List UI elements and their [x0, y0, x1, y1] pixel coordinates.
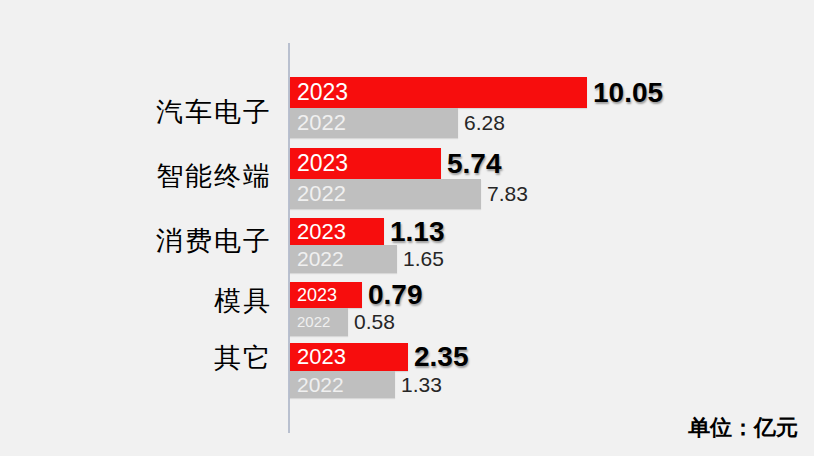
bar-year-label: 2023	[290, 218, 384, 245]
bar-year-label: 2022	[290, 371, 395, 398]
bar-2023-模具: 2023	[290, 282, 362, 308]
category-label: 模具	[20, 283, 272, 319]
bar-2023-汽车电子: 2023	[290, 77, 587, 108]
bar-2023-其它: 2023	[290, 343, 408, 371]
value-label-2023: 1.13	[390, 217, 445, 246]
bar-year-label: 2022	[290, 108, 458, 138]
bar-year-label: 2022	[290, 245, 397, 273]
category-label: 智能终端	[20, 158, 272, 194]
category-label: 汽车电子	[20, 94, 272, 130]
value-label-2023: 0.79	[368, 281, 423, 309]
bar-2023-智能终端: 2023	[290, 148, 441, 179]
value-label-2023: 2.35	[414, 342, 469, 372]
bar-year-label: 2023	[290, 282, 362, 308]
value-label-2023: 5.74	[447, 147, 502, 180]
bar-year-label: 2023	[290, 77, 587, 108]
category-label: 其它	[20, 340, 272, 376]
value-label-2022: 6.28	[464, 107, 505, 139]
bar-2022-智能终端: 2022	[290, 179, 481, 209]
bar-year-label: 2023	[290, 148, 441, 179]
value-label-2022: 1.33	[401, 370, 442, 399]
value-label-2022: 0.58	[354, 307, 395, 337]
bar-2022-消费电子: 2022	[290, 245, 397, 273]
bar-2022-其它: 2022	[290, 371, 395, 398]
bar-2022-汽车电子: 2022	[290, 108, 458, 138]
bar-2022-模具: 2022	[290, 308, 348, 336]
value-label-2022: 7.83	[487, 178, 528, 210]
unit-label: 单位：亿元	[688, 413, 798, 443]
value-label-2023: 10.05	[593, 76, 663, 109]
bar-2023-消费电子: 2023	[290, 218, 384, 245]
bar-year-label: 2023	[290, 343, 408, 371]
bar-year-label: 2022	[290, 308, 348, 336]
bar-chart-slide: 汽车电子202310.0520226.28智能终端20235.7420227.8…	[0, 0, 814, 456]
bar-year-label: 2022	[290, 179, 481, 209]
value-label-2022: 1.65	[403, 244, 444, 274]
category-label: 消费电子	[20, 223, 272, 259]
